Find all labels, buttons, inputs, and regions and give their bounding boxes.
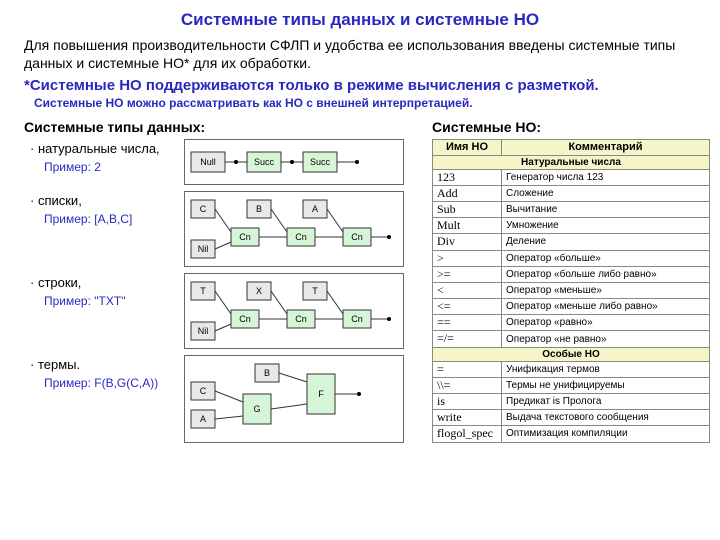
system-ho-table: Имя НО Комментарий Натуральные числа123Г… (432, 139, 710, 442)
svg-text:Cn: Cn (351, 232, 363, 242)
svg-text:T: T (200, 286, 206, 296)
table-row: >Оператор «больше» (433, 250, 710, 266)
cell-name: write (433, 410, 502, 426)
svg-text:A: A (312, 204, 318, 214)
cell-name: >= (433, 266, 502, 282)
cell-comment: Оператор «меньше либо равно» (502, 299, 710, 315)
cell-comment: Оптимизация компиляции (502, 426, 710, 442)
table-row: >=Оператор «больше либо равно» (433, 266, 710, 282)
cell-name: Add (433, 185, 502, 201)
cell-comment: Выдача текстового сообщения (502, 410, 710, 426)
cell-name: Sub (433, 201, 502, 217)
table-row: ==Оператор «равно» (433, 315, 710, 331)
cell-name: Div (433, 234, 502, 250)
right-subhead: Системные НО: (432, 115, 710, 139)
left-subhead: Системные типы данных: (24, 115, 424, 139)
cell-comment: Оператор «не равно» (502, 331, 710, 347)
cell-comment: Термы не унифицируемы (502, 377, 710, 393)
cell-comment: Деление (502, 234, 710, 250)
cell-name: <= (433, 299, 502, 315)
svg-text:Cn: Cn (351, 314, 363, 324)
example-term: Пример: F(B,G(C,A)) (24, 374, 184, 394)
cell-name: = (433, 361, 502, 377)
table-row: AddСложение (433, 185, 710, 201)
cell-name: > (433, 250, 502, 266)
table-row: \\=Термы не унифицируемы (433, 377, 710, 393)
table-row: <=Оператор «меньше либо равно» (433, 299, 710, 315)
cell-comment: Оператор «равно» (502, 315, 710, 331)
table-row: isПредикат is Пролога (433, 394, 710, 410)
diagram-str: T X T Nil Cn Cn Cn (184, 273, 404, 349)
cell-name: == (433, 315, 502, 331)
table-row: <Оператор «меньше» (433, 282, 710, 298)
diagram-list: C B A Nil Cn Cn Cn (184, 191, 404, 267)
section-header: Особые НО (433, 347, 710, 361)
table-row: DivДеление (433, 234, 710, 250)
cell-comment: Генератор числа 123 (502, 169, 710, 185)
cell-name: < (433, 282, 502, 298)
svg-text:B: B (264, 368, 270, 378)
footnote: *Системные НО поддерживаются только в ре… (0, 72, 720, 111)
cell-comment: Оператор «больше» (502, 250, 710, 266)
svg-text:Null: Null (200, 157, 216, 167)
section-header: Натуральные числа (433, 155, 710, 169)
intro-text: Для повышения производительности СФЛП и … (0, 30, 720, 72)
th-name: Имя НО (433, 140, 502, 155)
svg-text:Cn: Cn (239, 314, 251, 324)
table-row: MultУмножение (433, 218, 710, 234)
svg-text:A: A (200, 414, 206, 424)
svg-text:G: G (253, 404, 260, 414)
table-row: =Унификация термов (433, 361, 710, 377)
table-row: SubВычитание (433, 201, 710, 217)
svg-text:Succ: Succ (310, 157, 331, 167)
example-str: Пример: "TXT" (24, 292, 184, 312)
bullet-nat: · натуральные числа, (24, 139, 184, 158)
svg-text:Cn: Cn (295, 314, 307, 324)
note-line2: Системные НО можно рассматривать как НО … (24, 96, 473, 110)
table-row: flogol_specОптимизация компиляции (433, 426, 710, 442)
cell-name: flogol_spec (433, 426, 502, 442)
example-nat: Пример: 2 (24, 158, 184, 178)
cell-name: \\= (433, 377, 502, 393)
example-list: Пример: [A,B,C] (24, 210, 184, 230)
cell-comment: Сложение (502, 185, 710, 201)
diagram-nat: Null Succ Succ (184, 139, 404, 185)
table-row: writeВыдача текстового сообщения (433, 410, 710, 426)
th-comment: Комментарий (502, 140, 710, 155)
cell-name: =/= (433, 331, 502, 347)
cell-comment: Вычитание (502, 201, 710, 217)
svg-text:B: B (256, 204, 262, 214)
svg-text:Cn: Cn (295, 232, 307, 242)
svg-text:Cn: Cn (239, 232, 251, 242)
svg-text:C: C (200, 386, 207, 396)
cell-comment: Предикат is Пролога (502, 394, 710, 410)
svg-text:Succ: Succ (254, 157, 275, 167)
bullet-str: · строки, (24, 273, 184, 292)
svg-text:T: T (312, 286, 318, 296)
table-row: =/=Оператор «не равно» (433, 331, 710, 347)
bullet-list: · списки, (24, 191, 184, 210)
table-row: 123Генератор числа 123 (433, 169, 710, 185)
note-line1: *Системные НО поддерживаются только в ре… (24, 77, 599, 94)
cell-name: Mult (433, 218, 502, 234)
svg-text:F: F (318, 389, 324, 399)
cell-comment: Умножение (502, 218, 710, 234)
cell-name: 123 (433, 169, 502, 185)
cell-comment: Оператор «больше либо равно» (502, 266, 710, 282)
cell-comment: Унификация термов (502, 361, 710, 377)
cell-comment: Оператор «меньше» (502, 282, 710, 298)
bullet-term: · термы. (24, 355, 184, 374)
page-title: Системные типы данных и системные НО (0, 0, 720, 30)
svg-text:C: C (200, 204, 207, 214)
svg-text:X: X (256, 286, 262, 296)
diagram-term: C A B G F (184, 355, 404, 443)
svg-text:Nil: Nil (198, 326, 209, 336)
svg-text:Nil: Nil (198, 244, 209, 254)
cell-name: is (433, 394, 502, 410)
